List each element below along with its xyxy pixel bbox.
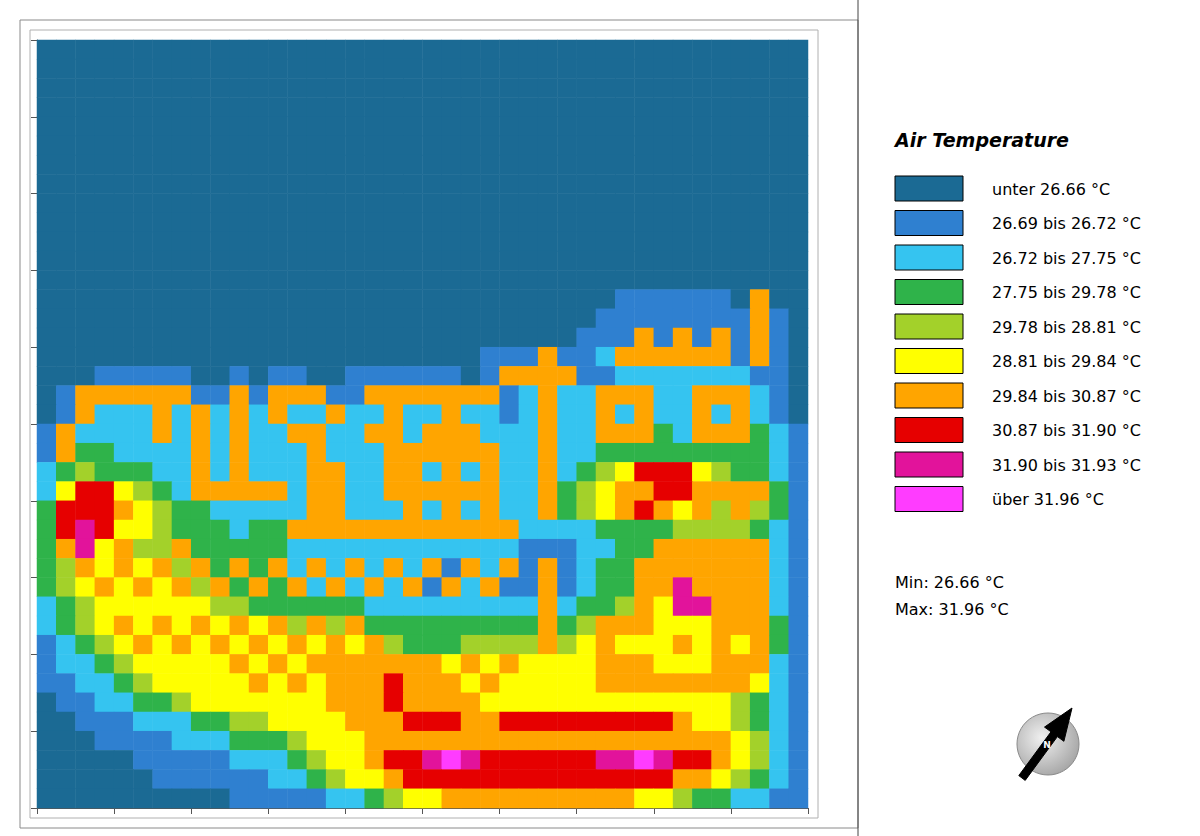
svg-text:unter 26.66 °C: unter 26.66 °C bbox=[992, 180, 1110, 199]
svg-text:29.84 bis 30.87 °C: 29.84 bis 30.87 °C bbox=[992, 387, 1141, 406]
svg-text:26.72 bis 27.75 °C: 26.72 bis 27.75 °C bbox=[992, 249, 1141, 268]
svg-text:27.75 bis 29.78 °C: 27.75 bis 29.78 °C bbox=[992, 283, 1141, 302]
svg-text:26.69 bis 26.72 °C: 26.69 bis 26.72 °C bbox=[992, 214, 1141, 233]
svg-text:28.81 bis 29.84 °C: 28.81 bis 29.84 °C bbox=[992, 352, 1141, 371]
svg-text:Min: 26.66 °C: Min: 26.66 °C bbox=[895, 573, 1004, 592]
svg-text:Air Temperature: Air Temperature bbox=[893, 129, 1069, 151]
svg-text:Max: 31.96 °C: Max: 31.96 °C bbox=[895, 600, 1009, 619]
svg-text:N: N bbox=[1043, 740, 1051, 750]
svg-text:31.90 bis 31.93 °C: 31.90 bis 31.93 °C bbox=[992, 456, 1141, 475]
svg-text:30.87 bis 31.90 °C: 30.87 bis 31.90 °C bbox=[992, 421, 1141, 440]
svg-text:29.78 bis 28.81 °C: 29.78 bis 28.81 °C bbox=[992, 318, 1141, 337]
svg-text:über 31.96 °C: über 31.96 °C bbox=[992, 490, 1104, 509]
